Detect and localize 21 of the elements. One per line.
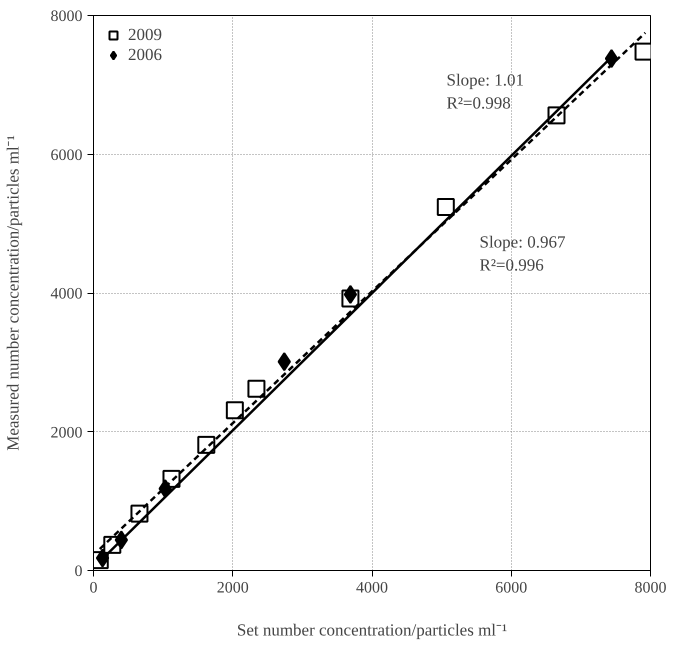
x-tick-label: 8000 [634,580,666,596]
y-tick-label: 2000 [50,424,82,442]
x-tick-label: 2000 [216,580,249,596]
y-tick-label: 8000 [50,8,82,25]
point [226,401,244,420]
legend-label: 2009 [128,25,162,45]
point [436,198,455,216]
y-axis-title: Measured number concentration/particles ml⁻¹ [4,135,22,451]
y-tick-label: 0 [74,563,82,580]
x-tick-label: 0 [90,580,98,596]
point [344,284,358,304]
x-tick-label: 6000 [495,580,528,596]
point [96,548,110,568]
y-tick-label: 4000 [50,286,82,302]
annotation: Slope: 0.967 R²=0.996 [480,232,566,274]
x-tick-label: 4000 [356,580,388,596]
annotation: Slope: 1.01 R²=0.998 [446,70,524,112]
point [247,380,266,398]
x-axis-title: Set number concentration/particles ml⁻¹ [236,620,508,640]
y-tick-label: 6000 [50,146,82,164]
legend-label: 2006 [128,45,162,65]
